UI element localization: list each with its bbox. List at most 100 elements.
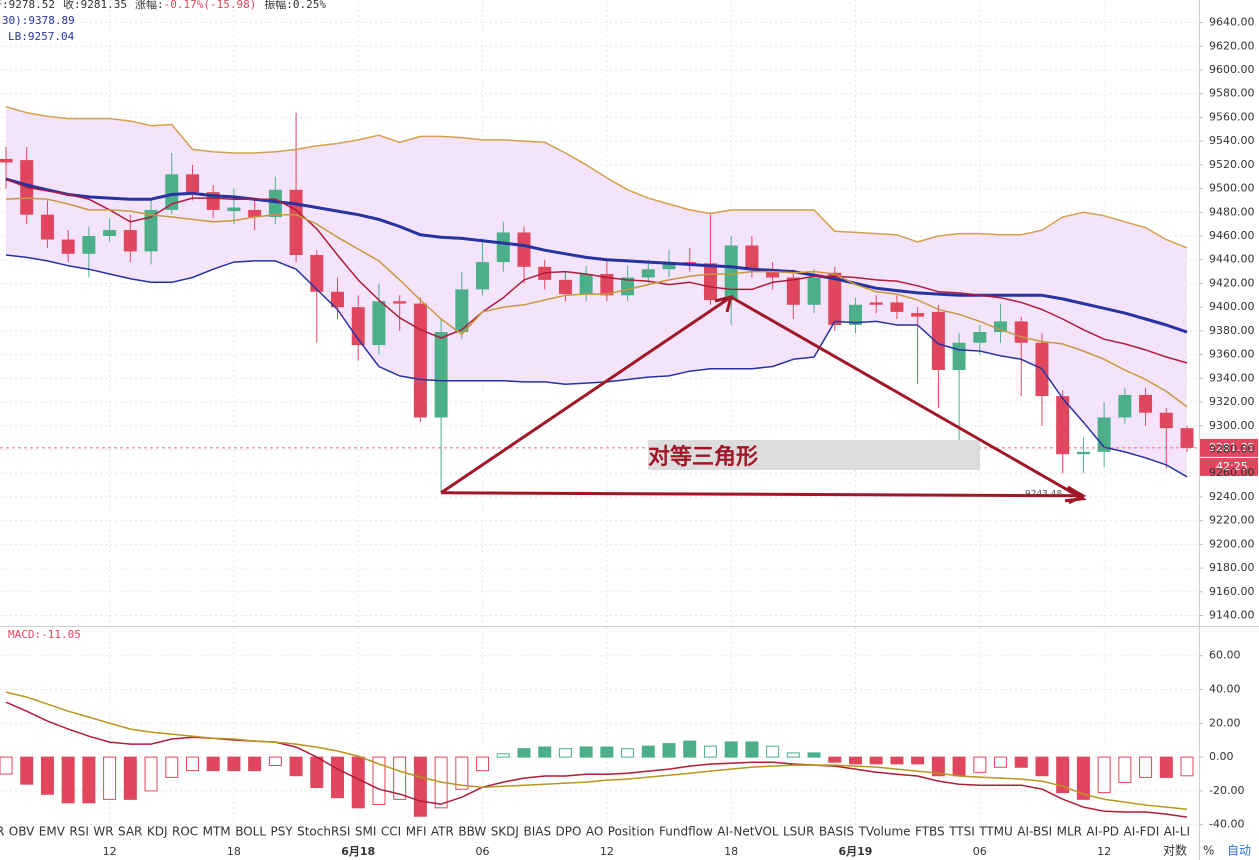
indicator-button[interactable]: R	[0, 825, 4, 839]
indicator-button[interactable]: Position	[608, 825, 655, 839]
candle-body	[1076, 451, 1090, 455]
candle-body	[641, 269, 655, 278]
x-tick-label: 12	[1097, 845, 1111, 858]
candle-body	[517, 232, 531, 267]
indicator-button[interactable]: TTSI	[948, 825, 975, 839]
overlay-line	[5, 105, 1188, 249]
indicator-button[interactable]: AI-BSI	[1017, 825, 1052, 839]
candle-body	[123, 230, 137, 252]
indicator-button[interactable]: MTM	[203, 825, 231, 839]
macd-bar	[1180, 756, 1194, 777]
macd-bar	[869, 756, 883, 765]
candle-body	[869, 302, 883, 305]
candle-body	[455, 289, 469, 333]
indicator-button[interactable]: AI-PD	[1086, 825, 1119, 839]
countdown-label: 42:25	[1216, 460, 1248, 473]
indicator-button[interactable]: AO	[586, 825, 603, 839]
candle-body	[227, 207, 241, 212]
candle-body	[828, 272, 842, 325]
candle-body	[413, 303, 427, 418]
macd-bar	[890, 756, 904, 765]
indicator-button[interactable]: TTMU	[978, 825, 1013, 839]
legend-item: 开:9278.52	[0, 0, 55, 11]
macd-bar	[206, 756, 220, 772]
indicator-button[interactable]: BOLL	[235, 825, 266, 839]
indicator-button[interactable]: CCI	[381, 825, 401, 839]
candle-body	[103, 230, 117, 237]
indicator-button[interactable]: OBV	[9, 825, 35, 839]
macd-title: MACD:-11.05	[8, 628, 81, 641]
y-tick-label: 9620.00	[1209, 39, 1255, 52]
indicator-button[interactable]: BBW	[458, 825, 486, 839]
macd-bar	[1014, 756, 1028, 768]
indicator-button[interactable]: AI-FDI	[1124, 825, 1160, 839]
indicator-button[interactable]: StochRSI	[297, 825, 350, 839]
y-tick-label: 0.00	[1209, 750, 1234, 763]
candle-body	[496, 232, 510, 263]
indicator-button[interactable]: Fundflow	[659, 825, 713, 839]
macd-bar	[476, 756, 490, 772]
y-tick-label: 9340.00	[1209, 371, 1255, 384]
macd-bar	[517, 748, 531, 758]
indicator-button[interactable]: AI-NetVOL	[717, 825, 779, 839]
macd-bar	[641, 745, 655, 758]
y-tick-label: 9560.00	[1209, 110, 1255, 123]
scale-option[interactable]: 自动	[1227, 844, 1251, 858]
indicator-button[interactable]: EMV	[39, 825, 66, 839]
indicator-button[interactable]: SKDJ	[491, 825, 519, 839]
indicator-button[interactable]: BASIS	[819, 825, 854, 839]
legend-item: 振幅:0.25%	[264, 0, 326, 11]
y-tick-label: 9160.00	[1209, 585, 1255, 598]
indicator-button[interactable]: KDJ	[147, 825, 168, 839]
y-tick-label: 20.00	[1209, 716, 1241, 729]
legend-item: 涨幅:	[135, 0, 164, 11]
candle-body	[165, 174, 179, 210]
macd-bar	[807, 752, 821, 758]
indicator-button[interactable]: MLR	[1057, 825, 1082, 839]
x-tick-label: 12	[600, 845, 614, 858]
macd-bar	[931, 756, 945, 777]
y-tick-label: 9280.00	[1209, 442, 1255, 455]
indicator-button[interactable]: SMI	[355, 825, 377, 839]
macd-bar	[1118, 756, 1132, 783]
scale-option[interactable]: %	[1203, 844, 1214, 858]
overlay-line	[5, 197, 1188, 408]
indicator-button[interactable]: AI-LI	[1164, 825, 1190, 839]
candle-body	[848, 304, 862, 325]
y-tick-label: 9460.00	[1209, 229, 1255, 242]
indicator-button[interactable]: DPO	[556, 825, 582, 839]
macd-bar	[82, 756, 96, 804]
indicator-button[interactable]: ROC	[172, 825, 198, 839]
macd-bar	[331, 756, 345, 799]
legend-item: 收:9281.35	[63, 0, 127, 11]
indicator-button[interactable]: TVolume	[858, 825, 911, 839]
indicator-button[interactable]: BIAS	[524, 825, 552, 839]
candle-body	[40, 214, 54, 240]
indicator-button[interactable]: FTBS	[915, 825, 945, 839]
macd-bar	[351, 756, 365, 809]
macd-bar	[538, 746, 552, 758]
candle-body	[434, 332, 448, 418]
indicator-button[interactable]: ATR	[431, 825, 454, 839]
macd-bar	[1097, 756, 1111, 794]
indicator-button[interactable]: SAR	[118, 825, 142, 839]
candle-body	[61, 239, 75, 254]
indicator-button[interactable]: PSY	[271, 825, 294, 839]
indicator-button[interactable]: RSI	[69, 825, 89, 839]
macd-bar	[1159, 756, 1173, 778]
candle-body	[1118, 394, 1132, 418]
macd-bar	[683, 740, 697, 758]
indicator-button[interactable]: MFI	[406, 825, 427, 839]
indicator-button[interactable]: LSUR	[783, 825, 814, 839]
candle-body	[931, 311, 945, 371]
candle-body	[683, 262, 697, 264]
macd-bar	[558, 748, 572, 758]
scale-option[interactable]: 对数	[1163, 843, 1187, 858]
macd-bar	[165, 756, 179, 778]
x-tick-label: 6月18	[341, 845, 375, 858]
macd-bar	[662, 743, 676, 758]
last-price-label: 9281.35	[1209, 441, 1255, 454]
indicator-button[interactable]: WR	[93, 825, 113, 839]
